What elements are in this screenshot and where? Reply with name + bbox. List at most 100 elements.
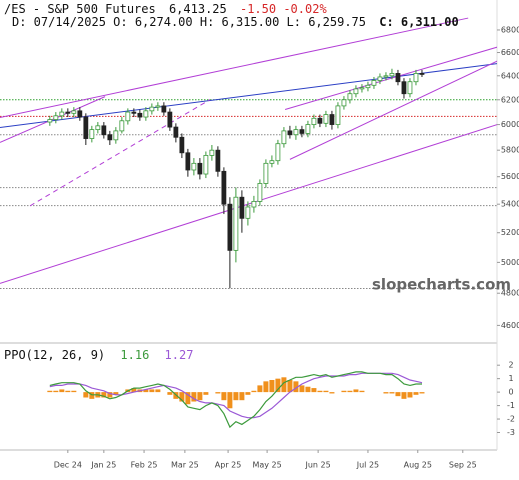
candle-body	[53, 115, 59, 120]
x-tick-label: Jul 25	[356, 461, 379, 470]
ppo-histogram-bar	[47, 390, 53, 393]
candle-body	[197, 162, 203, 175]
x-tick-label: Jan 25	[90, 461, 116, 470]
x-tick-label: Mar 25	[171, 461, 199, 470]
ppo-histogram-bar	[419, 392, 425, 394]
y-tick-label: 5800	[501, 146, 519, 155]
ppo-histogram-bar	[269, 380, 275, 393]
ppo-y-tick-label: -3	[507, 428, 515, 437]
ppo-histogram-bar	[221, 392, 227, 401]
candle-body	[203, 155, 209, 175]
candle-body	[83, 116, 89, 139]
candle-body	[119, 120, 125, 132]
candle-body	[95, 125, 101, 131]
candle-body	[173, 126, 179, 138]
candle-body	[167, 111, 173, 128]
candle-body	[287, 130, 293, 136]
ppo-y-tick-label: 1	[508, 374, 513, 383]
header-line-2: D: 07/14/2025 O: 6,274.00 H: 6,315.00 L:…	[12, 15, 459, 29]
x-tick-label: Dec 24	[54, 461, 82, 470]
symbol: /ES - S&P 500 Futures	[4, 2, 156, 16]
y-tick-label: 4600	[501, 321, 519, 330]
ppo-histogram-bar	[395, 392, 401, 397]
y-tick-label: 6800	[501, 25, 519, 34]
ppo-histogram-bar	[401, 392, 407, 399]
candle-body	[317, 117, 323, 124]
ppo-histogram-bar	[251, 390, 257, 393]
ppo-histogram-bar	[287, 380, 293, 393]
trendline	[289, 60, 497, 160]
ppo-histogram-bar	[59, 389, 65, 393]
candle-body	[227, 203, 233, 251]
ppo-histogram-bar	[413, 392, 419, 395]
ppo-histogram-bar	[341, 390, 347, 393]
candle-body	[293, 129, 299, 136]
ppo-histogram-bar	[311, 388, 317, 393]
candle-body	[71, 110, 77, 114]
candle-body	[179, 136, 185, 154]
ppo-y-tick-label: 0	[508, 388, 513, 397]
ohlc-text: D: 07/14/2025 O: 6,274.00 H: 6,315.00 L:…	[12, 15, 366, 29]
ppo-histogram-bar	[155, 389, 161, 393]
candle-body	[299, 129, 305, 134]
candle-body	[89, 129, 95, 139]
ppo-histogram-bar	[113, 392, 119, 395]
ppo-histogram-bar	[293, 381, 299, 393]
ppo-histogram-bar	[407, 392, 413, 398]
x-tick-label: Apr 25	[215, 461, 242, 470]
ppo-legend: PPO(12, 26, 9) 1.16 1.27	[4, 348, 193, 362]
candle-body	[353, 88, 359, 95]
ppo-histogram-bar	[83, 392, 89, 398]
candle-body	[113, 130, 119, 141]
y-tick-label: 5600	[501, 172, 519, 181]
ppo-histogram-bar	[185, 392, 191, 405]
y-tick-label: 5200	[501, 228, 519, 237]
ppo-histogram-bar	[305, 386, 311, 393]
trendline	[0, 96, 106, 143]
candle-body	[77, 110, 83, 118]
trendline	[0, 17, 469, 119]
y-tick-label: 6400	[501, 71, 519, 80]
candle-body	[371, 80, 377, 86]
ppo-histogram-bar	[317, 390, 323, 393]
candle-body	[263, 162, 269, 184]
candle-body	[101, 125, 107, 136]
candle-body	[419, 73, 425, 75]
price-change: -1.50 -0.02%	[240, 2, 327, 16]
candle-body	[329, 114, 335, 125]
trendline	[284, 46, 497, 110]
y-tick-label: 5400	[501, 200, 519, 209]
candle-body	[155, 105, 161, 108]
watermark: slopecharts.com	[372, 276, 511, 294]
ppo-histogram-bar	[359, 390, 365, 393]
y-tick-label: 6000	[501, 120, 519, 129]
candle-body	[245, 206, 251, 219]
ppo-histogram-bar	[323, 390, 329, 393]
candle-body	[389, 73, 395, 77]
ppo-histogram-bar	[233, 392, 239, 401]
candle-body	[215, 149, 221, 172]
ppo-label: PPO(12, 26, 9)	[4, 348, 105, 362]
candle-body	[407, 81, 413, 95]
ppo-histogram-bar	[389, 392, 395, 394]
candle-body	[149, 106, 155, 112]
candle-body	[281, 130, 287, 145]
candle-body	[131, 111, 137, 114]
candle-body	[257, 183, 263, 202]
ppo-y-tick-label: -1	[507, 401, 515, 410]
x-tick-label: Sep 25	[449, 461, 477, 470]
ppo-y-tick-label: 2	[508, 361, 513, 370]
candle-body	[335, 105, 341, 125]
candle-body	[143, 110, 149, 118]
ppo-value: 1.16	[120, 348, 149, 362]
x-tick-label: May 25	[252, 461, 281, 470]
candle-body	[395, 73, 401, 83]
candle-body	[185, 152, 191, 171]
candle-body	[161, 105, 167, 113]
ppo-histogram-bar	[131, 388, 137, 393]
axes: 4600 4800 5000 5200 5400 5600 5800 6000 6200 6400…	[54, 25, 519, 469]
ppo-histogram-bar	[329, 392, 335, 394]
